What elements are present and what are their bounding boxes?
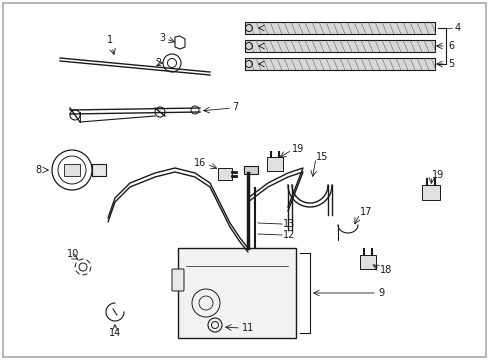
FancyBboxPatch shape [244, 58, 434, 70]
FancyBboxPatch shape [421, 185, 439, 200]
Text: 6: 6 [447, 41, 453, 51]
Text: 11: 11 [242, 323, 254, 333]
Text: 9: 9 [377, 288, 384, 298]
FancyBboxPatch shape [64, 164, 80, 176]
Text: 16: 16 [193, 158, 205, 168]
Text: 19: 19 [291, 144, 304, 154]
Text: 2: 2 [154, 58, 161, 68]
Text: 4: 4 [454, 23, 460, 33]
FancyBboxPatch shape [244, 22, 434, 34]
Text: 17: 17 [359, 207, 372, 217]
FancyBboxPatch shape [172, 269, 183, 291]
Text: 1: 1 [107, 35, 113, 45]
Text: 5: 5 [447, 59, 453, 69]
Text: 19: 19 [431, 170, 443, 180]
Text: 12: 12 [283, 230, 295, 240]
Text: 10: 10 [67, 249, 79, 259]
Text: 18: 18 [379, 265, 391, 275]
FancyBboxPatch shape [244, 166, 258, 174]
Text: 15: 15 [315, 152, 328, 162]
Text: 14: 14 [109, 328, 121, 338]
FancyBboxPatch shape [178, 248, 295, 338]
Text: 8: 8 [36, 165, 42, 175]
FancyBboxPatch shape [218, 168, 231, 180]
FancyBboxPatch shape [359, 255, 375, 269]
FancyBboxPatch shape [266, 157, 283, 171]
FancyBboxPatch shape [244, 40, 434, 52]
FancyBboxPatch shape [92, 164, 106, 176]
Text: 13: 13 [283, 219, 295, 229]
Text: 3: 3 [159, 33, 164, 43]
Text: 7: 7 [231, 102, 238, 112]
